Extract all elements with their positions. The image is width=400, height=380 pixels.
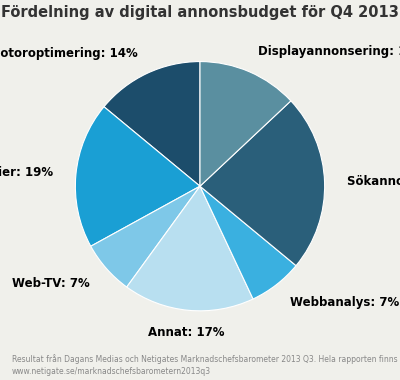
Wedge shape — [200, 186, 296, 299]
Text: Annat: 17%: Annat: 17% — [148, 326, 224, 339]
Wedge shape — [200, 62, 291, 186]
Text: Web-TV: 7%: Web-TV: 7% — [12, 277, 90, 290]
Wedge shape — [91, 186, 200, 287]
Wedge shape — [200, 101, 325, 266]
Title: Fördelning av digital annonsbudget för Q4 2013: Fördelning av digital annonsbudget för Q… — [1, 5, 399, 19]
Wedge shape — [75, 107, 200, 246]
Text: Webbanalys: 7%: Webbanalys: 7% — [290, 296, 399, 309]
Text: Sökannonsering: 23%: Sökannonsering: 23% — [347, 175, 400, 188]
Wedge shape — [127, 186, 253, 311]
Text: Displayannonsering: 13%: Displayannonsering: 13% — [258, 45, 400, 58]
Text: Resultat från Dagans Medias och Netigates Marknadschefsbarometer 2013 Q3. Hela r: Resultat från Dagans Medias och Netigate… — [12, 355, 400, 376]
Wedge shape — [104, 62, 200, 186]
Text: Sociala medier: 19%: Sociala medier: 19% — [0, 166, 54, 179]
Text: Sökmotoroptimering: 14%: Sökmotoroptimering: 14% — [0, 47, 137, 60]
